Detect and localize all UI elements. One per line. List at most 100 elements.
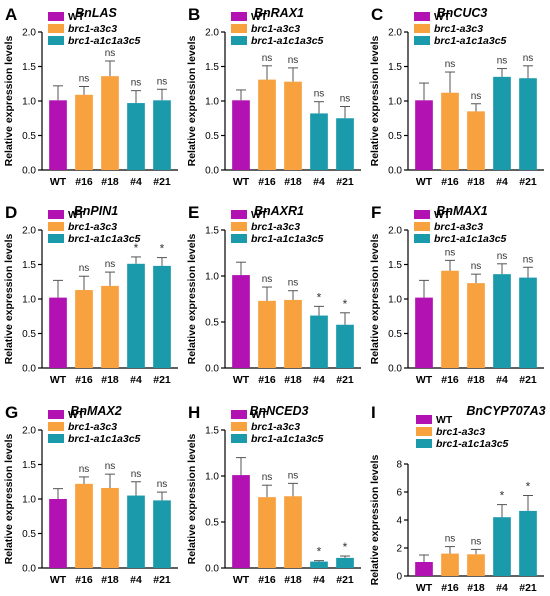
y-tick-label: 0.5 [22, 529, 36, 540]
x-tick-label: WT [233, 176, 250, 188]
significance-label: ns [288, 55, 299, 66]
legend-label: brc1-a1c1a3c5 [68, 433, 141, 445]
significance-label: * [134, 241, 139, 255]
panel-C: C BnCUC3WTbrc1-a3c3brc1-a1c1a3c5Relative … [369, 5, 544, 188]
legend-label: WT [251, 209, 268, 221]
x-tick-label: #16 [75, 176, 93, 188]
x-tick-label: #21 [519, 582, 537, 594]
chart-title: BnPIN1 [74, 204, 119, 218]
x-tick-label: #16 [258, 574, 276, 586]
bar [101, 487, 119, 568]
significance-label: * [343, 540, 348, 554]
y-tick-label: 1.5 [205, 226, 219, 237]
bar [258, 300, 276, 368]
panel-label: B [188, 5, 200, 24]
panel-G: G BnMAX2WTbrc1-a3c3brc1-a1c1a3c5Relative … [3, 403, 178, 586]
significance-label: * [160, 242, 165, 256]
significance-label: ns [288, 470, 299, 481]
y-axis-label: Relative expression levels [3, 433, 15, 564]
legend-swatch [414, 210, 430, 219]
x-tick-label: WT [233, 374, 250, 386]
y-axis-label: Relative expression levels [369, 454, 381, 585]
legend-label: brc1-a3c3 [251, 421, 300, 433]
y-tick-label: 0.5 [205, 131, 219, 142]
legend-label: WT [251, 409, 268, 421]
x-tick-label: WT [416, 374, 433, 386]
y-tick-label: 1.5 [22, 62, 36, 73]
x-tick-label: #16 [75, 374, 93, 386]
bar [310, 113, 328, 170]
legend-label: WT [436, 414, 453, 426]
bar [441, 270, 459, 368]
bar [336, 118, 354, 170]
bar [415, 100, 433, 170]
bar [127, 263, 145, 368]
y-tick-label: 2.0 [22, 426, 36, 437]
y-axis-label: Relative expression levels [369, 35, 381, 166]
y-tick-label: 1.5 [22, 460, 36, 471]
significance-label: ns [105, 461, 116, 472]
bar [284, 81, 302, 170]
bar [284, 299, 302, 368]
y-tick-label: 1.0 [388, 97, 402, 108]
y-tick-label: 2.0 [22, 226, 36, 237]
chart-title: BnMAX1 [436, 204, 487, 218]
y-tick-label: 1.0 [205, 272, 219, 283]
y-tick-label: 1.0 [205, 97, 219, 108]
y-axis-label: Relative expression levels [3, 35, 15, 166]
x-tick-label: #21 [153, 176, 171, 188]
panel-label: F [371, 203, 381, 222]
x-tick-label: #4 [313, 176, 325, 188]
legend-label: brc1-a3c3 [68, 221, 117, 233]
chart-title: BnCUC3 [437, 6, 488, 20]
significance-label: ns [497, 56, 508, 67]
y-tick-label: 2.0 [205, 28, 219, 39]
legend-label: WT [68, 11, 85, 23]
legend-swatch [231, 410, 247, 419]
bar [232, 275, 250, 368]
y-tick-label: 0.5 [22, 131, 36, 142]
legend-swatch [48, 422, 64, 431]
significance-label: ns [262, 274, 273, 285]
legend-swatch [416, 427, 432, 436]
legend-swatch [48, 210, 64, 219]
legend-swatch [414, 36, 430, 45]
y-axis-label: Relative expression levels [186, 35, 198, 166]
significance-label: * [317, 545, 322, 559]
legend-label: brc1-a1c1a3c5 [68, 233, 141, 245]
legend-swatch [231, 234, 247, 243]
bar [75, 483, 93, 568]
bar [493, 274, 511, 368]
y-tick-label: 0.5 [205, 518, 219, 529]
significance-label: ns [262, 53, 273, 64]
x-tick-label: #4 [496, 374, 508, 386]
bar [467, 283, 485, 368]
significance-label: ns [340, 94, 351, 105]
bar [441, 553, 459, 576]
y-tick-label: 2.0 [388, 226, 402, 237]
y-tick-label: 1.5 [388, 260, 402, 271]
x-tick-label: #4 [130, 176, 142, 188]
bar [232, 475, 250, 568]
significance-label: ns [445, 59, 456, 70]
y-tick-label: 4 [396, 516, 402, 527]
significance-label: ns [497, 251, 508, 262]
legend-swatch [231, 210, 247, 219]
x-tick-label: #18 [284, 374, 302, 386]
panel-B: B BnRAX1WTbrc1-a3c3brc1-a1c1a3c5Relative … [186, 5, 361, 188]
panel-label: G [5, 403, 18, 422]
x-tick-label: #16 [258, 176, 276, 188]
legend-label: brc1-a1c1a3c5 [251, 233, 324, 245]
x-tick-label: #21 [153, 574, 171, 586]
significance-label: * [526, 480, 531, 494]
legend-label: brc1-a1c1a3c5 [251, 433, 324, 445]
y-tick-label: 1.0 [22, 495, 36, 506]
significance-label: ns [445, 247, 456, 258]
bar [284, 496, 302, 568]
y-tick-label: 8 [396, 460, 402, 471]
bar [232, 100, 250, 170]
legend-label: brc1-a3c3 [68, 421, 117, 433]
y-tick-label: 6 [396, 488, 402, 499]
legend-swatch [231, 36, 247, 45]
significance-label: ns [79, 464, 90, 475]
